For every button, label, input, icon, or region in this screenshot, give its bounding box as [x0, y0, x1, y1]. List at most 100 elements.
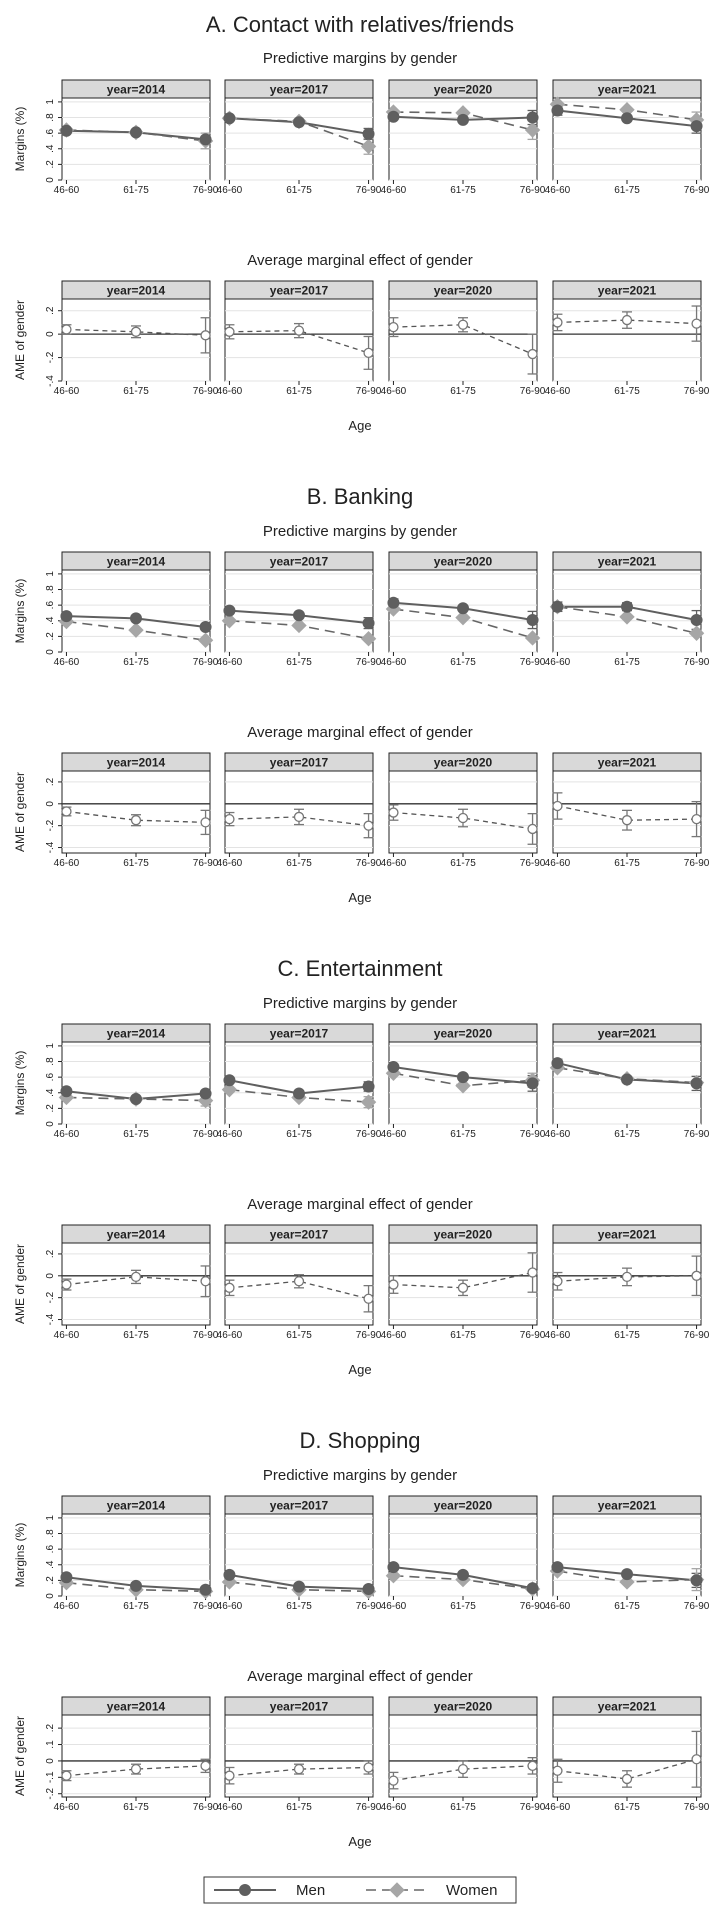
y-tick-label: 0: [45, 801, 56, 807]
panel-year-label: year=2021: [598, 555, 657, 569]
margins-subtitle: Predictive margins by gender: [263, 50, 457, 67]
margins-panel-2021: year=2021 46-60 61-75 76-90: [545, 1495, 710, 1612]
x-tick-label: 46-60: [545, 1330, 571, 1341]
y-tick-label: .2: [45, 632, 56, 641]
ame-point: [691, 1754, 702, 1765]
men-point: [526, 111, 539, 124]
ame-series-line: [229, 1280, 369, 1300]
ame-point: [61, 806, 72, 817]
margins-panel-2020: year=2020 46-60 61-75 76-90: [381, 1023, 546, 1140]
x-tick-label: 61-75: [123, 858, 149, 869]
panel-year-label: year=2020: [434, 555, 493, 569]
x-tick-label: 61-75: [286, 1129, 312, 1140]
panel-year-label: year=2014: [107, 555, 166, 569]
x-tick-label: 61-75: [450, 185, 476, 196]
panel-year-label: year=2020: [434, 756, 493, 770]
y-tick-label: .2: [45, 160, 56, 169]
x-axis-label: Age: [348, 890, 371, 905]
margins-subtitle: Predictive margins by gender: [263, 1467, 457, 1484]
men-point: [130, 1579, 142, 1592]
x-tick-label: 46-60: [545, 386, 571, 397]
x-tick-label: 61-75: [123, 1330, 149, 1341]
ame-panel-2017: year=2017 46-60 61-75 76-90: [217, 1696, 382, 1813]
margins-panel-2017: year=2017 46-60 61-75 76-90: [217, 551, 382, 668]
men-point: [457, 1071, 469, 1084]
legend-women: Women: [366, 1882, 497, 1899]
margins-y-axis-label: Margins (%): [13, 1051, 27, 1116]
y-tick-label: .6: [45, 1073, 56, 1082]
men-point: [223, 1568, 236, 1581]
panel-year-label: year=2014: [107, 1228, 166, 1242]
x-tick-label: 76-90: [193, 386, 219, 397]
x-tick-label: 76-90: [684, 386, 710, 397]
panel-year-label: year=2017: [270, 1027, 329, 1041]
panel-plot-area: [388, 298, 538, 382]
x-tick-label: 61-75: [123, 386, 149, 397]
x-tick-label: 76-90: [520, 1601, 546, 1612]
x-tick-label: 61-75: [614, 1601, 640, 1612]
x-tick-label: 61-75: [123, 1802, 149, 1813]
ame-point: [552, 1276, 563, 1287]
x-tick-label: 76-90: [356, 1129, 382, 1140]
x-tick-label: 76-90: [684, 185, 710, 196]
y-tick-label: .8: [45, 1529, 56, 1538]
ame-y-axis-label: AME of gender: [13, 772, 27, 852]
y-tick-label: .6: [45, 601, 56, 610]
x-tick-label: 76-90: [193, 185, 219, 196]
y-tick-label: .2: [45, 777, 56, 786]
ame-series-line: [393, 1271, 533, 1289]
ame-series-line: [557, 1758, 697, 1780]
ame-panel-2014: year=2014 -.4 -.2 0 .2 46-60 61-75 76-90: [45, 280, 219, 397]
x-tick-label: 76-90: [356, 1330, 382, 1341]
men-point: [60, 124, 73, 137]
ame-point: [200, 1276, 211, 1287]
x-tick-label: 46-60: [545, 185, 571, 196]
ame-point: [130, 326, 142, 337]
y-tick-label: 0: [45, 649, 56, 655]
margins-panel-2014: year=2014 0 .2 .4 .6 .8 1 46-60 61-75 76-90: [45, 1023, 219, 1140]
men-point: [457, 1568, 469, 1581]
ame-panel-2021: year=2021 46-60 61-75 76-90: [545, 1224, 710, 1341]
men-point: [690, 1574, 703, 1587]
section-3: C. Entertainment Predictive margins by ge…: [13, 956, 710, 1377]
panel-plot-area: [552, 1242, 702, 1326]
margins-subtitle: Predictive margins by gender: [263, 995, 457, 1012]
ame-point: [527, 1760, 538, 1771]
ame-point: [457, 1763, 469, 1775]
men-point: [621, 112, 633, 125]
men-point: [387, 1561, 400, 1574]
men-point: [60, 1085, 73, 1098]
x-tick-label: 46-60: [545, 1129, 571, 1140]
women-point: [128, 622, 144, 638]
x-tick-label: 61-75: [286, 657, 312, 668]
panel-year-label: year=2020: [434, 1228, 493, 1242]
ame-point: [457, 1282, 469, 1293]
ame-point: [527, 823, 538, 835]
x-tick-label: 61-75: [286, 858, 312, 869]
x-tick-label: 76-90: [356, 185, 382, 196]
men-point: [130, 1093, 142, 1106]
x-tick-label: 61-75: [614, 1330, 640, 1341]
ame-point: [200, 1760, 211, 1771]
y-tick-label: .4: [45, 616, 56, 625]
x-tick-label: 76-90: [684, 1601, 710, 1612]
x-tick-label: 46-60: [54, 1601, 80, 1612]
ame-point: [130, 1271, 142, 1283]
legend-women-marker: [389, 1882, 405, 1898]
x-tick-label: 61-75: [450, 1802, 476, 1813]
x-tick-label: 76-90: [356, 1802, 382, 1813]
x-tick-label: 76-90: [356, 858, 382, 869]
ame-y-axis-label: AME of gender: [13, 1244, 27, 1324]
y-tick-label: .2: [45, 1249, 56, 1258]
men-point: [362, 617, 375, 630]
ame-panel-2021: year=2021 46-60 61-75 76-90: [545, 1696, 710, 1813]
ame-point: [224, 1282, 235, 1293]
panel-year-label: year=2017: [270, 1228, 329, 1242]
ame-point: [457, 319, 469, 330]
x-tick-label: 46-60: [217, 858, 243, 869]
women-point: [291, 617, 307, 634]
x-tick-label: 46-60: [545, 1802, 571, 1813]
panel-year-label: year=2014: [107, 1027, 166, 1041]
x-tick-label: 61-75: [614, 1802, 640, 1813]
